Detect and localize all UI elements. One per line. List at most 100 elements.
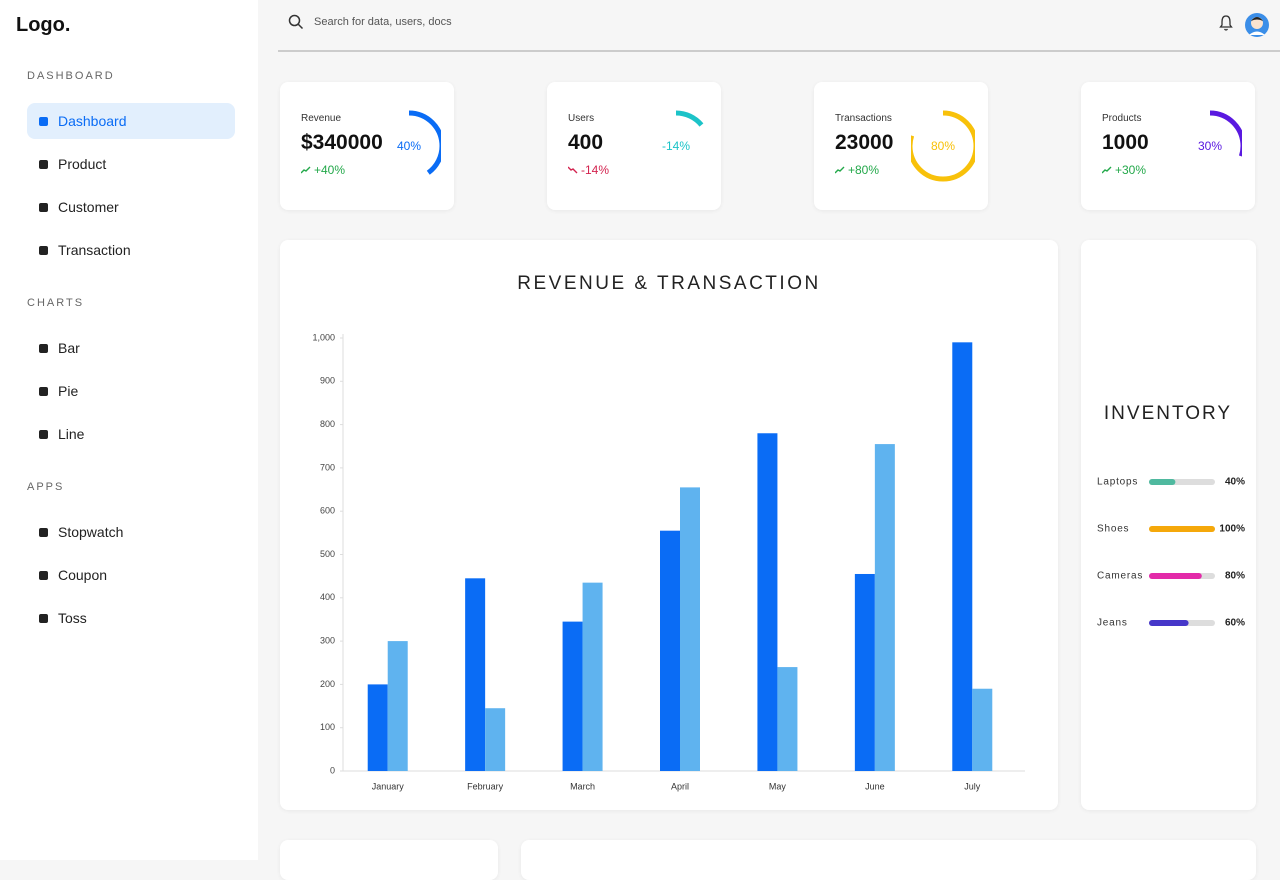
y-tick-label: 0 bbox=[330, 765, 335, 775]
stat-value: 400 bbox=[568, 131, 604, 154]
stat-change: +30% bbox=[1102, 163, 1146, 177]
stat-change: -14% bbox=[568, 163, 609, 177]
stat-label: Users bbox=[568, 113, 595, 124]
nav-icon bbox=[39, 159, 48, 169]
nav-label: Bar bbox=[58, 340, 80, 356]
nav-icon bbox=[39, 570, 48, 580]
nav-item[interactable]: Toss bbox=[27, 600, 235, 636]
y-tick-label: 700 bbox=[320, 462, 335, 472]
y-tick-label: 300 bbox=[320, 635, 335, 645]
header: Search for data, users, docs bbox=[278, 0, 1280, 52]
ring-arc bbox=[644, 110, 708, 182]
stat-label: Revenue bbox=[301, 113, 342, 124]
bar bbox=[582, 582, 603, 771]
progress-ring bbox=[1178, 110, 1242, 182]
trend-arrow bbox=[1102, 166, 1112, 174]
y-tick-label: 800 bbox=[320, 419, 335, 429]
stat-change-text: +40% bbox=[314, 163, 346, 177]
inventory-value: 60% bbox=[1225, 618, 1245, 629]
sidebar: Logo. DASHBOARD Dashboard Product Customer T… bbox=[0, 0, 258, 860]
nav-icon bbox=[39, 343, 48, 353]
inventory-chart: INVENTORY Laptops 40% Shoes 100% Cameras 80% J… bbox=[1097, 403, 1245, 629]
nav-item[interactable]: Product bbox=[27, 146, 235, 182]
nav-item[interactable]: Line bbox=[27, 416, 235, 452]
progress-ring bbox=[377, 110, 441, 182]
inventory-bar bbox=[1149, 526, 1215, 532]
trend-arrow bbox=[835, 166, 845, 174]
progress-ring bbox=[644, 110, 708, 182]
logo[interactable]: Logo. bbox=[16, 14, 71, 36]
bar bbox=[465, 578, 486, 771]
trend-icon bbox=[301, 166, 311, 174]
inventory-name: Jeans bbox=[1097, 618, 1128, 629]
stat-change-text: +30% bbox=[1115, 163, 1147, 177]
nav-item[interactable]: Dashboard bbox=[27, 103, 235, 139]
search-input[interactable]: Search for data, users, docs bbox=[314, 16, 452, 28]
x-tick-label: July bbox=[964, 781, 981, 791]
x-tick-label: March bbox=[570, 781, 595, 791]
nav-item[interactable]: Customer bbox=[27, 189, 235, 225]
stat-change: +40% bbox=[301, 163, 345, 177]
nav-icon bbox=[39, 116, 48, 126]
section-title: CHARTS bbox=[27, 297, 85, 309]
nav-icon bbox=[39, 613, 48, 623]
ring-label: 30% bbox=[1197, 139, 1223, 153]
nav-label: Toss bbox=[58, 610, 87, 626]
stat-value: $340000 bbox=[301, 131, 383, 154]
nav-item[interactable]: Coupon bbox=[27, 557, 235, 593]
section-title: APPS bbox=[27, 481, 65, 493]
bar bbox=[562, 621, 583, 771]
trend-icon bbox=[568, 166, 578, 174]
stat-card: Transactions 23000 +80% 80% bbox=[814, 82, 988, 210]
stat-card: Revenue $340000 +40% 40% bbox=[280, 82, 454, 210]
bar bbox=[777, 667, 798, 771]
nav-item[interactable]: Pie bbox=[27, 373, 235, 409]
bar bbox=[952, 342, 973, 771]
y-tick-label: 200 bbox=[320, 679, 335, 689]
nav-label: Coupon bbox=[58, 567, 108, 583]
bell-icon[interactable] bbox=[1218, 14, 1234, 32]
stat-change-text: +80% bbox=[848, 163, 880, 177]
panel bbox=[521, 840, 1256, 880]
trend-icon bbox=[1102, 166, 1112, 174]
stat-change: +80% bbox=[835, 163, 879, 177]
x-tick-label: February bbox=[467, 781, 504, 791]
nav-label: Line bbox=[58, 426, 85, 442]
chart-title: REVENUE & TRANSACTION bbox=[517, 273, 820, 294]
y-tick-label: 1,000 bbox=[312, 332, 335, 342]
bar bbox=[367, 684, 388, 771]
nav-icon bbox=[39, 527, 48, 537]
inventory-panel: INVENTORY Laptops 40% Shoes 100% Cameras 80% J… bbox=[1081, 240, 1256, 810]
x-tick-label: June bbox=[865, 781, 885, 791]
stat-change-text: -14% bbox=[581, 163, 610, 177]
trend-icon bbox=[835, 166, 845, 174]
x-tick-label: May bbox=[769, 781, 787, 791]
bar bbox=[854, 573, 875, 771]
inventory-value: 80% bbox=[1225, 571, 1245, 582]
ring-label: 80% bbox=[930, 139, 956, 153]
nav-label: Pie bbox=[58, 383, 79, 399]
nav-item[interactable]: Transaction bbox=[27, 232, 235, 268]
avatar[interactable] bbox=[1244, 11, 1270, 39]
inventory-value: 100% bbox=[1219, 524, 1245, 535]
ring-arc bbox=[1178, 110, 1242, 182]
trend-arrow bbox=[568, 166, 578, 174]
ring-label: 40% bbox=[396, 139, 422, 153]
search-icon bbox=[288, 14, 304, 30]
y-tick-label: 500 bbox=[320, 549, 335, 559]
stat-value: 23000 bbox=[835, 131, 894, 154]
inventory-name: Laptops bbox=[1097, 477, 1138, 488]
stat-value: 1000 bbox=[1102, 131, 1149, 154]
bar bbox=[387, 641, 408, 771]
inventory-value: 40% bbox=[1225, 477, 1245, 488]
nav-item[interactable]: Stopwatch bbox=[27, 514, 235, 550]
nav-label: Product bbox=[58, 156, 107, 172]
inventory-name: Cameras bbox=[1097, 571, 1143, 582]
nav-item[interactable]: Bar bbox=[27, 330, 235, 366]
chart: REVENUE & TRANSACTION 0 100 200 300 400 500 60… bbox=[312, 273, 1025, 791]
nav-label: Dashboard bbox=[58, 113, 127, 129]
inventory-title: INVENTORY bbox=[1104, 403, 1232, 424]
nav-label: Customer bbox=[58, 199, 119, 215]
nav-label: Transaction bbox=[58, 242, 131, 258]
bar bbox=[485, 708, 506, 771]
